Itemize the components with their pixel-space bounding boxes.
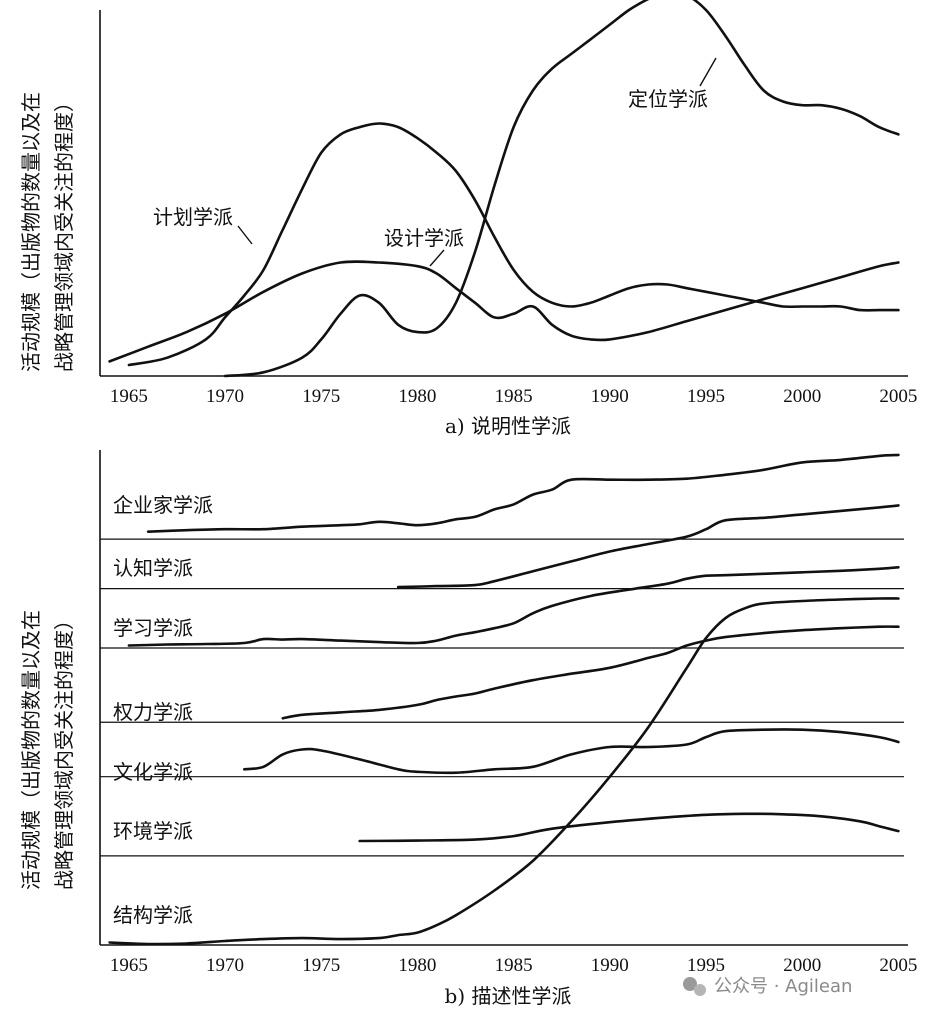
- panel-a-x-tick-1970: 1970: [206, 386, 244, 407]
- series-label-planning: 计划学派: [153, 205, 233, 229]
- panel-b-x-tick-1990: 1990: [591, 955, 629, 976]
- panel-a-x-tick-1985: 1985: [495, 386, 533, 407]
- panel-b-x-tick-1965: 1965: [110, 955, 148, 976]
- panel-a-x-tick-2000: 2000: [783, 386, 821, 407]
- panel-a-ylabel-line2: 战略管理领域内受关注的程度）: [52, 92, 76, 372]
- panel-a-x-tick-1995: 1995: [687, 386, 725, 407]
- series-label-power: 权力学派: [113, 700, 193, 724]
- panel-b-x-ticks: 1965 1970 1975 1980 1985 1990 1995 2000 2005: [110, 955, 918, 976]
- panel-b-curve-cultural: [243, 728, 900, 775]
- panel-a-curves: [108, 0, 900, 378]
- panel-b-curve-learning: [127, 566, 900, 647]
- series-label-configuration: 结构学派: [113, 903, 193, 927]
- panel-b-curve-power: [281, 625, 900, 720]
- panel-b-caption: b) 描述性学派: [445, 984, 572, 1008]
- panel-a-ylabel-line1: 活动规模（出版物的数量以及在: [19, 92, 43, 372]
- leader-planning: [237, 225, 253, 245]
- panel-b-x-tick-2000: 2000: [783, 955, 821, 976]
- panel-b-x-tick-1985: 1985: [495, 955, 533, 976]
- panel-b-ylabel-line2: 战略管理领域内受关注的程度）: [52, 610, 76, 890]
- wechat-icon-bubble: [694, 984, 706, 996]
- series-label-learning: 学习学派: [113, 616, 193, 640]
- panel-b-curve-environmental: [358, 812, 900, 843]
- panel-a-curve-positioning: [223, 0, 900, 378]
- leader-design: [429, 249, 445, 267]
- panel-b-x-tick-1980: 1980: [398, 955, 436, 976]
- series-label-cultural: 文化学派: [113, 760, 193, 784]
- watermark-text: 公众号 · Agilean: [714, 976, 852, 997]
- panel-b-curves: [108, 453, 900, 946]
- panel-b-separators: [100, 538, 904, 857]
- series-label-environmental: 环境学派: [113, 819, 193, 843]
- panel-b-ylabel-line1: 活动规模（出版物的数量以及在: [19, 610, 43, 890]
- panel-a-x-tick-2005: 2005: [879, 386, 917, 407]
- panel-a-curve-planning: [127, 122, 900, 367]
- panel-a-x-ticks: 1965 1970 1975 1980 1985 1990 1995 2000 2005: [110, 386, 918, 407]
- series-label-design: 设计学派: [384, 226, 464, 250]
- watermark: 公众号 · Agilean: [683, 976, 852, 997]
- panel-a-prescriptive-schools: 1965 1970 1975 1980 1985 1990 1995 2000 2005 活动规…: [19, 0, 917, 438]
- panel-b-x-tick-1995: 1995: [687, 955, 725, 976]
- panel-a-x-tick-1990: 1990: [591, 386, 629, 407]
- panel-a-x-tick-1975: 1975: [302, 386, 340, 407]
- wechat-icon: [683, 977, 697, 991]
- panel-b-x-tick-1970: 1970: [206, 955, 244, 976]
- panel-b-curve-entrepreneurial: [146, 453, 900, 533]
- series-label-cognitive: 认知学派: [113, 556, 193, 580]
- panel-b-curve-cognitive: [396, 504, 900, 589]
- panel-a-x-tick-1965: 1965: [110, 386, 148, 407]
- panel-a-caption: a) 说明性学派: [445, 414, 571, 438]
- series-label-entrepreneurial: 企业家学派: [113, 493, 213, 517]
- panel-a-x-tick-1980: 1980: [398, 386, 436, 407]
- panel-b-x-tick-1975: 1975: [302, 955, 340, 976]
- panel-b-curve-configuration: [108, 597, 900, 946]
- panel-b-x-tick-2005: 2005: [879, 955, 917, 976]
- panel-a-curve-design: [108, 260, 900, 363]
- series-label-positioning: 定位学派: [628, 87, 708, 111]
- panel-b-descriptive-schools: 1965 1970 1975 1980 1985 1990 1995 2000 2005 活动规…: [19, 450, 917, 1008]
- leader-positioning: [699, 57, 717, 87]
